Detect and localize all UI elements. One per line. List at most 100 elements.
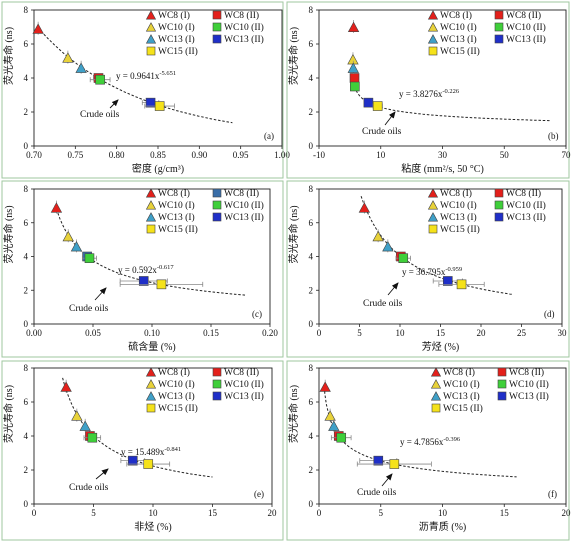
y-tick-label: 8: [24, 5, 29, 15]
plot-area: [318, 367, 567, 505]
panel-c: 0.00 0.05 0.10 0.15 0.20 0 2 4 6 8 硫含量 (%) 荧光寿命 (ns…: [1, 180, 284, 358]
legend-entry: WC10 (II): [224, 22, 264, 33]
legend-marker: [428, 224, 438, 234]
legend-entry: WC10 (I): [158, 379, 195, 390]
x-tick-label: 15: [208, 508, 218, 518]
plot-area: [318, 9, 567, 147]
x-tick-label: 15: [436, 328, 446, 338]
data-point: [349, 73, 360, 83]
legend-entry: WC8 (II): [506, 10, 541, 21]
x-tick-label: 5: [357, 328, 362, 338]
legend-marker: [145, 367, 157, 377]
x-tick-label: 0.70: [26, 150, 42, 160]
y-tick-label: 4: [309, 431, 314, 441]
y-tick-label: 2: [24, 107, 29, 117]
y-tick-label: 8: [309, 5, 314, 15]
legend-marker: [146, 224, 156, 234]
fit-equation: y = 3.8276x-0.226: [399, 88, 460, 99]
data-point: [62, 52, 74, 63]
data-point: [319, 381, 331, 392]
y-tick-label: 6: [24, 39, 29, 49]
legend-marker: [146, 46, 156, 56]
legend-marker: [427, 212, 439, 222]
legend-entry: WC13 (II): [506, 212, 546, 223]
crude-oils-annotation: Crude oils: [69, 483, 109, 493]
legend-marker: [212, 188, 222, 198]
x-tick-label: 0.10: [144, 328, 160, 338]
plot-area: [33, 9, 283, 147]
y-axis-label: 荧光寿命 (ns): [287, 27, 300, 85]
legend: WC8 (I) WC8 (II) WC10 (I) WC10 (II) WC13 (I)…: [145, 188, 264, 235]
legend-entry: WC10 (I): [158, 22, 195, 33]
legend-marker: [145, 22, 157, 32]
y-tick-label: 0: [309, 499, 314, 509]
legend-marker: [212, 367, 222, 377]
y-tick-label: 8: [24, 363, 29, 373]
legend-entry: WC15 (II): [440, 46, 480, 57]
x-axis-label: 沥青质 (%): [419, 520, 467, 533]
data-point: [350, 81, 360, 92]
panel-a: 0.70 0.75 0.80 0.85 0.90 0.95 1.00 0 2 4 6 8 密度 (g/c…: [1, 1, 290, 179]
legend-marker: [430, 391, 442, 401]
legend-marker: [494, 34, 504, 44]
x-tick-label: 0.05: [85, 328, 101, 338]
legend-entry: WC13 (I): [440, 34, 477, 45]
panel-label: (e): [254, 489, 264, 499]
y-tick-label: 4: [309, 73, 314, 83]
legend-entry: WC10 (I): [440, 200, 477, 211]
panel-frame: [286, 180, 570, 358]
legend-marker: [212, 10, 222, 20]
legend-marker: [427, 200, 439, 210]
panel-label: (d): [544, 309, 555, 319]
y-tick-label: 0: [309, 141, 314, 151]
crude-oils-annotation: Crude oils: [80, 110, 120, 120]
panel-label: (c): [252, 309, 262, 319]
x-axis-label: 非烃 (%): [134, 520, 172, 533]
legend-entry: WC15 (II): [158, 224, 198, 235]
legend-entry: WC8 (II): [224, 10, 259, 21]
data-point: [71, 410, 83, 421]
data-point: [50, 202, 63, 213]
panel-frame: [1, 180, 284, 358]
fit-equation: y = 36.795x-0.959: [402, 266, 462, 277]
legend-entry: WC10 (II): [224, 379, 264, 390]
x-axis-label: 粘度 (mm²/s, 50 °C): [401, 162, 484, 175]
panel-e: 0 5 10 15 20 0 2 4 6 8 非烃 (%) 荧光寿命 (ns) y = 15.489x-…: [1, 360, 284, 541]
y-tick-label: 6: [309, 218, 314, 228]
legend-entry: WC8 (I): [158, 10, 190, 21]
legend-entry: WC8 (I): [440, 10, 472, 21]
fit-curve: [354, 86, 551, 122]
legend-marker: [494, 212, 504, 222]
data-point: [143, 459, 154, 469]
legend-marker: [145, 188, 157, 198]
data-point: [84, 253, 95, 263]
y-tick-label: 0: [24, 499, 29, 509]
legend-marker: [145, 391, 157, 401]
x-tick-label: 0.20: [262, 328, 278, 338]
y-tick-label: 0: [309, 319, 314, 329]
legend-marker: [145, 379, 157, 389]
legend-entry: WC13 (I): [158, 212, 195, 223]
y-tick-label: 6: [309, 397, 314, 407]
legend-entry: WC13 (II): [224, 34, 264, 45]
x-tick-label: 30: [558, 328, 568, 338]
y-axis-label: 荧光寿命 (ns): [287, 385, 300, 443]
legend-entry: WC15 (II): [158, 46, 198, 57]
fit-curve: [360, 196, 514, 295]
x-tick-label: 20: [268, 508, 278, 518]
legend-marker: [145, 212, 157, 222]
x-tick-label: 0.75: [67, 150, 83, 160]
annotation-arrow: [109, 99, 119, 109]
x-tick-label: 0.95: [233, 150, 249, 160]
legend-entry: WC8 (II): [509, 367, 544, 378]
legend-entry: WC10 (I): [158, 200, 195, 211]
legend: WC8 (I) WC8 (II) WC10 (I) WC10 (II) WC13 (I)…: [427, 188, 546, 235]
legend-entry: WC8 (II): [224, 188, 259, 199]
x-tick-label: 10: [396, 328, 406, 338]
y-tick-label: 2: [309, 285, 314, 295]
x-tick-label: 0.80: [109, 150, 125, 160]
data-point: [382, 241, 394, 252]
legend-entry: WC10 (I): [440, 22, 477, 33]
legend: WC8 (I) WC8 (II) WC10 (I) WC10 (II) WC13 (I)…: [427, 10, 546, 57]
legend-entry: WC8 (I): [158, 367, 190, 378]
